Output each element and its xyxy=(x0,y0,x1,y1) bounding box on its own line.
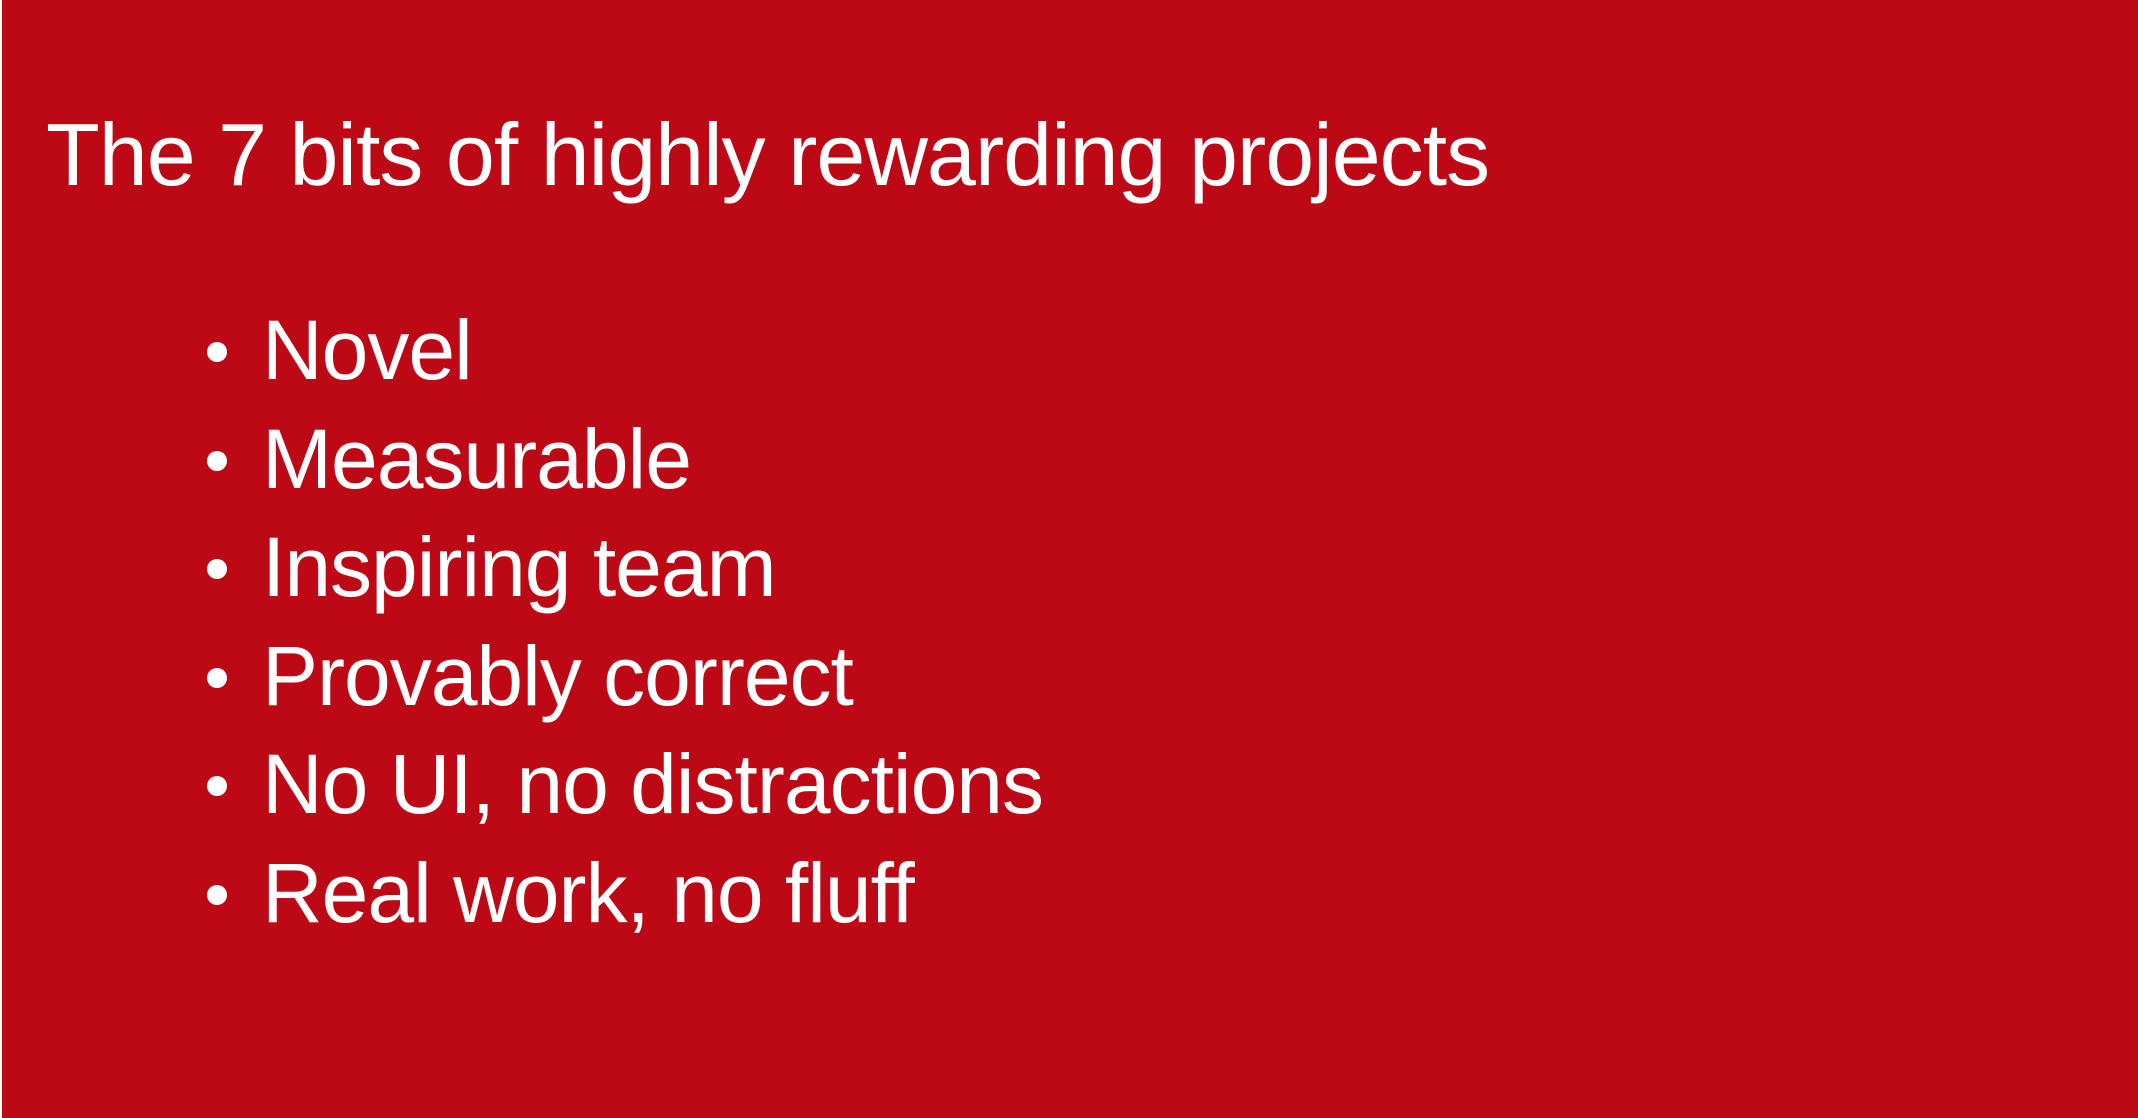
bullet-dot-icon xyxy=(207,884,227,905)
bullet-dot-icon xyxy=(207,776,227,796)
bullet-label: Novel xyxy=(262,303,473,397)
bullet-label: Real work, no fluff xyxy=(262,845,915,940)
bullet-label: No UI, no distractions xyxy=(262,737,1044,831)
bullet-label: Measurable xyxy=(262,411,692,506)
bullet-dot-icon xyxy=(207,667,227,688)
bullet-dot-icon xyxy=(207,450,227,471)
slide-title: The 7 bits of highly rewarding projects xyxy=(46,105,1490,204)
bullet-label: Provably correct xyxy=(262,628,854,723)
bullet-label: Inspiring team xyxy=(262,520,777,614)
bullet-dot-icon xyxy=(207,559,227,579)
bullet-dot-icon xyxy=(207,342,227,362)
